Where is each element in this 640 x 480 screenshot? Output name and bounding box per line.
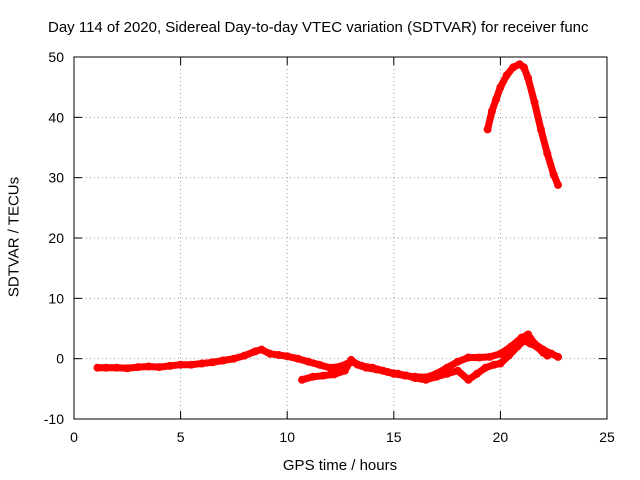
data-point (504, 351, 513, 360)
data-point (487, 107, 496, 116)
data-point (274, 351, 283, 359)
data-series (93, 60, 562, 384)
data-point (176, 360, 185, 369)
series-low-lower (298, 336, 552, 384)
data-point (483, 125, 492, 134)
data-point (492, 95, 501, 104)
data-point (251, 347, 260, 356)
x-tick-label: 20 (493, 429, 509, 445)
data-point (93, 363, 102, 372)
data-point (543, 149, 552, 158)
plot-frame (73, 56, 608, 420)
data-point (197, 359, 206, 368)
data-point (536, 125, 545, 134)
data-point (443, 369, 452, 378)
data-point (155, 363, 164, 372)
data-point (383, 367, 392, 376)
data-point (298, 375, 307, 384)
data-point (394, 369, 403, 378)
data-point (464, 353, 473, 362)
data-point (340, 366, 349, 375)
grid-lines (74, 57, 607, 419)
x-tick-label: 15 (386, 429, 402, 445)
y-axis-label: SDTVAR / TECUs (5, 176, 23, 298)
data-point (464, 375, 473, 384)
data-point (293, 354, 302, 363)
y-tick-label: 40 (48, 109, 64, 125)
data-point (524, 330, 533, 339)
data-point (283, 352, 292, 361)
tick-labels: 0 5 10 15 20 25 -10 0 10 20 30 40 50 (44, 49, 615, 445)
data-point (502, 71, 511, 80)
data-point (453, 357, 462, 366)
chart-title: Day 114 of 2020, Sidereal Day-to-day VTE… (48, 19, 589, 36)
data-point (513, 342, 522, 351)
data-point (421, 375, 430, 384)
data-point (549, 170, 558, 179)
series-line (484, 60, 562, 189)
y-tick-label: 0 (56, 351, 64, 367)
data-point (165, 361, 174, 370)
data-point (532, 342, 541, 351)
data-point (485, 352, 494, 361)
x-tick-label: 0 (70, 429, 78, 445)
data-point (347, 355, 356, 364)
data-point (315, 360, 324, 369)
data-point (509, 63, 518, 72)
data-point (240, 351, 249, 360)
data-point (112, 363, 121, 372)
data-point (266, 349, 275, 358)
x-tick-label: 25 (599, 429, 615, 445)
data-point (330, 370, 339, 379)
series-high-arc (483, 60, 562, 189)
y-tick-label: 20 (48, 230, 64, 246)
data-point (319, 371, 328, 380)
data-point (524, 74, 533, 83)
data-point (208, 358, 217, 367)
data-point (304, 357, 313, 366)
data-point (481, 363, 490, 372)
y-tick-label: 50 (48, 49, 64, 65)
data-point (432, 372, 441, 381)
data-point (134, 363, 142, 372)
data-point (102, 363, 110, 372)
data-point (123, 364, 132, 373)
data-point (325, 363, 334, 372)
data-point (453, 366, 462, 375)
data-point (362, 363, 371, 372)
data-point (219, 356, 228, 365)
data-point (496, 359, 505, 368)
x-tick-label: 5 (177, 429, 185, 445)
data-point (472, 369, 481, 378)
x-axis-label: GPS time / hours (282, 457, 398, 474)
data-point (257, 345, 266, 354)
data-point (496, 349, 505, 358)
data-point (229, 354, 238, 363)
data-point (526, 339, 535, 348)
data-point (353, 360, 362, 369)
data-point (519, 63, 528, 72)
data-point (144, 362, 153, 371)
y-tick-label: 10 (48, 290, 64, 306)
data-point (308, 372, 317, 381)
data-point (554, 180, 562, 189)
data-point (543, 351, 552, 360)
data-point (519, 336, 528, 345)
data-point (372, 365, 381, 374)
data-point (475, 353, 484, 362)
y-tick-label: 30 (48, 170, 64, 186)
data-point (496, 83, 505, 92)
data-point (187, 360, 196, 369)
data-point (402, 371, 411, 380)
x-tick-label: 10 (279, 429, 295, 445)
y-tick-label: -10 (44, 411, 64, 427)
data-point (554, 352, 562, 361)
data-point (411, 374, 420, 382)
data-point (490, 360, 498, 369)
data-point (530, 98, 539, 107)
